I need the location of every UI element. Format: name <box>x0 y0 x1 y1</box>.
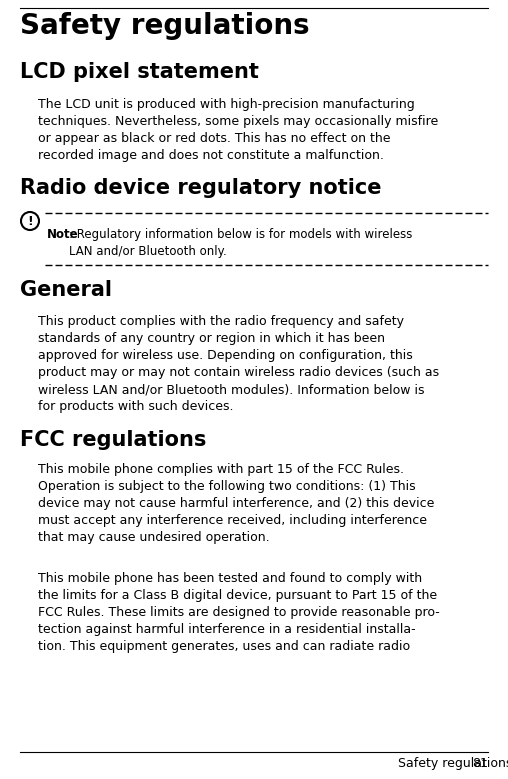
Text: 81: 81 <box>472 757 488 770</box>
Text: Safety regulations: Safety regulations <box>20 12 309 40</box>
Text: General: General <box>20 280 112 300</box>
Text: This product complies with the radio frequency and safety
standards of any count: This product complies with the radio fre… <box>38 315 439 413</box>
Text: This mobile phone has been tested and found to comply with
the limits for a Clas: This mobile phone has been tested and fo… <box>38 572 440 653</box>
Text: !: ! <box>27 214 33 227</box>
Text: The LCD unit is produced with high-precision manufacturing
techniques. Neverthel: The LCD unit is produced with high-preci… <box>38 98 438 162</box>
Text: : Regulatory information below is for models with wireless
LAN and/or Bluetooth : : Regulatory information below is for mo… <box>69 228 412 258</box>
Text: LCD pixel statement: LCD pixel statement <box>20 62 259 82</box>
Text: Note: Note <box>47 228 79 241</box>
Text: Radio device regulatory notice: Radio device regulatory notice <box>20 178 382 198</box>
Text: This mobile phone complies with part 15 of the FCC Rules.
Operation is subject t: This mobile phone complies with part 15 … <box>38 463 434 544</box>
Text: FCC regulations: FCC regulations <box>20 430 206 450</box>
Text: Safety regulations: Safety regulations <box>398 757 508 770</box>
